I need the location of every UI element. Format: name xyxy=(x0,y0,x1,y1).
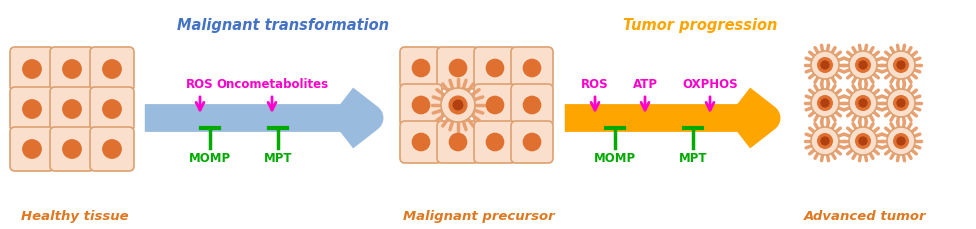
FancyBboxPatch shape xyxy=(90,47,134,91)
Circle shape xyxy=(486,133,504,151)
Text: ROS: ROS xyxy=(186,78,214,91)
Circle shape xyxy=(897,137,905,145)
Circle shape xyxy=(859,61,867,69)
Circle shape xyxy=(449,59,467,77)
FancyBboxPatch shape xyxy=(474,47,516,89)
Circle shape xyxy=(486,96,504,114)
Circle shape xyxy=(449,96,467,114)
Text: Healthy tissue: Healthy tissue xyxy=(21,210,129,223)
Circle shape xyxy=(818,58,833,72)
Circle shape xyxy=(818,96,833,110)
Circle shape xyxy=(102,100,121,118)
Circle shape xyxy=(818,134,833,148)
FancyBboxPatch shape xyxy=(400,121,442,163)
Text: MPT: MPT xyxy=(264,152,292,165)
Circle shape xyxy=(486,59,504,77)
FancyBboxPatch shape xyxy=(474,84,516,126)
Circle shape xyxy=(821,137,829,145)
Circle shape xyxy=(821,61,829,69)
Circle shape xyxy=(413,96,429,114)
Circle shape xyxy=(413,133,429,151)
Circle shape xyxy=(894,134,909,148)
Circle shape xyxy=(523,133,541,151)
FancyBboxPatch shape xyxy=(50,47,94,91)
Circle shape xyxy=(811,51,839,79)
Circle shape xyxy=(102,140,121,158)
FancyBboxPatch shape xyxy=(437,121,479,163)
Circle shape xyxy=(441,88,475,122)
Text: ATP: ATP xyxy=(632,78,658,91)
Circle shape xyxy=(62,100,81,118)
Circle shape xyxy=(894,58,909,72)
Circle shape xyxy=(856,58,871,72)
FancyBboxPatch shape xyxy=(10,87,54,131)
Circle shape xyxy=(811,127,839,155)
FancyBboxPatch shape xyxy=(511,121,553,163)
Circle shape xyxy=(22,60,41,78)
Text: MPT: MPT xyxy=(678,152,708,165)
Text: MOMP: MOMP xyxy=(189,152,231,165)
Circle shape xyxy=(887,51,915,79)
Circle shape xyxy=(887,127,915,155)
Circle shape xyxy=(887,89,915,117)
FancyBboxPatch shape xyxy=(10,127,54,171)
Circle shape xyxy=(523,59,541,77)
Text: Malignant precursor: Malignant precursor xyxy=(403,210,554,223)
Circle shape xyxy=(449,133,467,151)
FancyBboxPatch shape xyxy=(50,87,94,131)
Circle shape xyxy=(62,60,81,78)
Circle shape xyxy=(821,99,829,107)
FancyArrowPatch shape xyxy=(144,98,370,137)
Circle shape xyxy=(897,99,905,107)
Circle shape xyxy=(856,96,871,110)
Circle shape xyxy=(62,140,81,158)
FancyBboxPatch shape xyxy=(50,127,94,171)
Text: ROS: ROS xyxy=(581,78,609,91)
Circle shape xyxy=(859,99,867,107)
Circle shape xyxy=(523,96,541,114)
FancyBboxPatch shape xyxy=(10,47,54,91)
Circle shape xyxy=(22,140,41,158)
Circle shape xyxy=(894,96,909,110)
Circle shape xyxy=(849,89,877,117)
Text: Oncometabolites: Oncometabolites xyxy=(216,78,328,91)
Circle shape xyxy=(849,51,877,79)
Circle shape xyxy=(859,137,867,145)
Circle shape xyxy=(856,134,871,148)
Circle shape xyxy=(102,60,121,78)
Circle shape xyxy=(453,100,463,110)
Text: OXPHOS: OXPHOS xyxy=(682,78,738,91)
Text: Malignant transformation: Malignant transformation xyxy=(177,18,389,33)
FancyBboxPatch shape xyxy=(90,127,134,171)
FancyBboxPatch shape xyxy=(90,87,134,131)
FancyBboxPatch shape xyxy=(511,84,553,126)
FancyArrowPatch shape xyxy=(565,98,766,137)
Text: MOMP: MOMP xyxy=(594,152,636,165)
Circle shape xyxy=(811,89,839,117)
Circle shape xyxy=(849,127,877,155)
Circle shape xyxy=(413,59,429,77)
Circle shape xyxy=(897,61,905,69)
FancyBboxPatch shape xyxy=(400,47,442,89)
Circle shape xyxy=(22,100,41,118)
FancyBboxPatch shape xyxy=(400,84,442,126)
FancyBboxPatch shape xyxy=(511,47,553,89)
Text: Tumor progression: Tumor progression xyxy=(623,18,777,33)
FancyBboxPatch shape xyxy=(437,47,479,89)
Text: Advanced tumor: Advanced tumor xyxy=(804,210,926,223)
FancyBboxPatch shape xyxy=(474,121,516,163)
